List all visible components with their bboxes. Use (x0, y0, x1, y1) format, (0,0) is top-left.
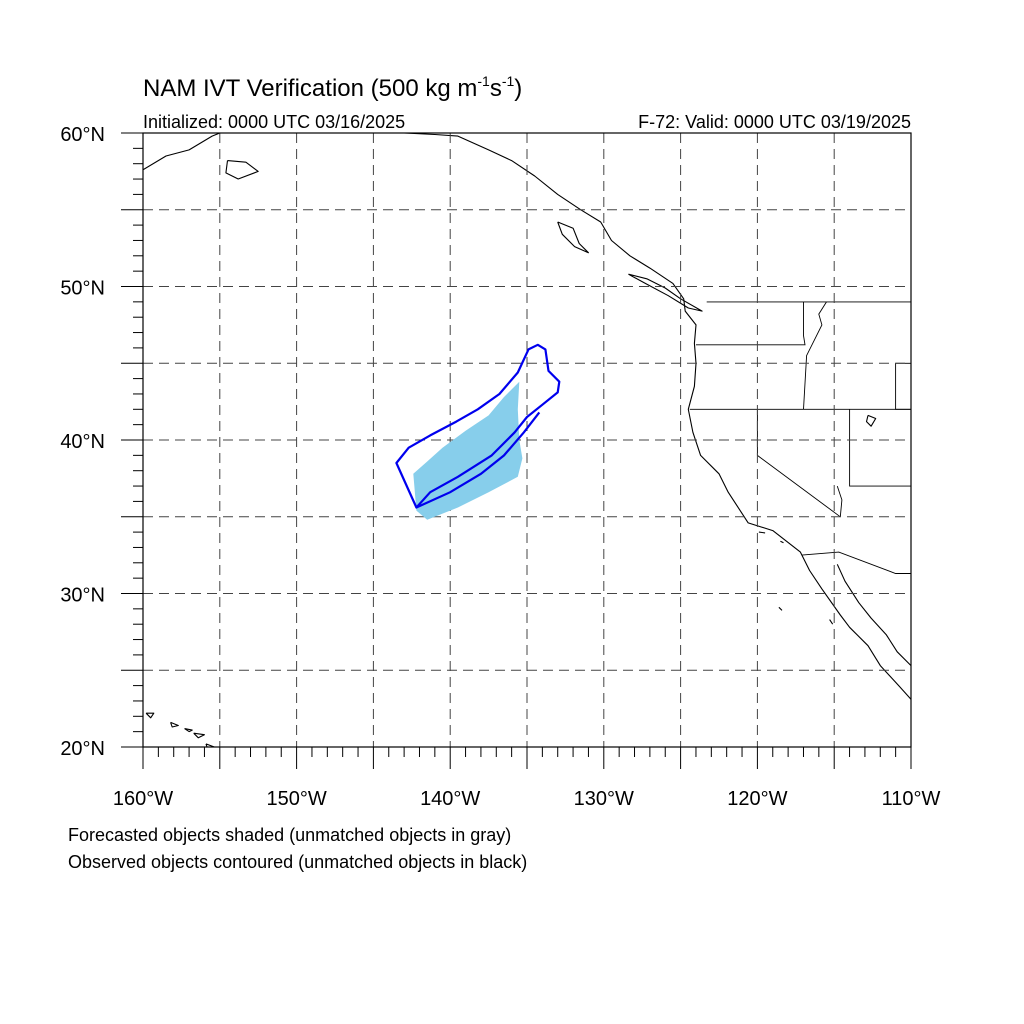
footer-forecast-note: Forecasted objects shaded (unmatched obj… (68, 825, 512, 845)
political-border (836, 485, 843, 517)
baja-island (778, 606, 783, 611)
observed-object-contour (395, 343, 561, 509)
lat-lon-gridlines (143, 133, 911, 747)
footer-observed-note: Observed objects contoured (unmatched ob… (68, 852, 528, 872)
lat-label: 30°N (60, 585, 105, 607)
political-border (849, 409, 911, 487)
latitude-labels: 60°N 50°N 40°N 30°N 20°N (60, 124, 105, 760)
map-title: NAM IVT Verification (500 kg m-1s-1) (143, 73, 522, 102)
observed-object-inner-edge (415, 411, 541, 509)
plot-frame (142, 132, 912, 748)
lon-label: 150°W (266, 788, 326, 810)
lon-label: 160°W (113, 788, 173, 810)
coastlines-and-borders (143, 133, 911, 747)
lat-label: 60°N (60, 124, 105, 146)
political-border (696, 301, 806, 346)
lat-label: 20°N (60, 738, 105, 760)
forecast-object-shaded (413, 381, 523, 520)
baja-island (829, 619, 834, 625)
channel-island (758, 531, 766, 534)
gulf-of-california-coast (836, 564, 911, 666)
kodiak-island (225, 160, 259, 180)
hawaii-island (145, 712, 155, 719)
alaska-coastline (143, 133, 222, 171)
political-border (803, 301, 827, 410)
longitude-labels: 160°W 150°W 140°W 130°W 120°W 110°W (113, 788, 941, 810)
great-salt-lake (865, 414, 877, 427)
north-america-coastline (400, 133, 911, 701)
ivt-objects (395, 343, 561, 520)
lat-label: 40°N (60, 431, 105, 453)
haida-gwaii (557, 221, 589, 254)
initialized-label: Initialized: 0000 UTC 03/16/2025 (143, 112, 405, 132)
vancouver-island (628, 273, 703, 312)
valid-time-label: F-72: Valid: 0000 UTC 03/19/2025 (638, 112, 911, 132)
axis-ticks (121, 132, 912, 769)
lon-label: 140°W (420, 788, 480, 810)
lon-label: 120°W (727, 788, 787, 810)
hawaii-island (193, 732, 205, 739)
lon-label: 130°W (574, 788, 634, 810)
lat-label: 50°N (60, 278, 105, 300)
political-border (895, 363, 911, 410)
channel-island (780, 540, 784, 544)
hawaii-island (170, 721, 179, 728)
lon-label: 110°W (882, 788, 941, 810)
hawaii-island (205, 743, 216, 747)
hawaii-island (184, 728, 193, 733)
political-border (801, 551, 911, 574)
political-border (756, 409, 841, 518)
